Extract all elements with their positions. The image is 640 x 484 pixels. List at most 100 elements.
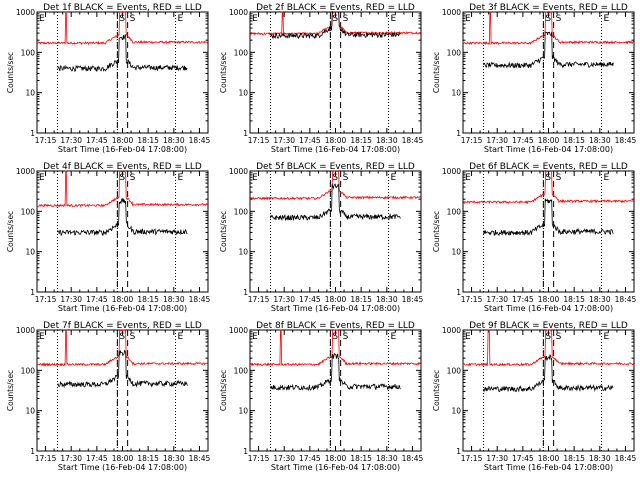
events-series-line [270,11,401,40]
x-tick-label: 17:45 [86,136,108,145]
y-tick-label: 10 [238,89,248,98]
x-tick-label: 18:30 [589,454,611,463]
interval-marker-label: E [252,173,258,183]
y-tick-label: 1000 [16,8,35,17]
x-tick-label: 18:30 [163,295,185,304]
x-tick-label: 18:45 [189,136,211,145]
plot-frame [462,329,635,452]
x-tick-label: 18:15 [350,295,372,304]
lld-series-line [249,329,421,367]
panel-title: Det 9f BLACK = Events, RED = LLD [469,321,628,331]
y-tick-label: 1 [456,447,461,456]
x-tick-label: 18:45 [615,136,637,145]
y-tick-label: 1 [243,129,248,138]
x-tick-label: 18:45 [402,454,424,463]
x-tick-label: 18:00 [325,295,347,304]
events-series-line [483,30,614,69]
y-tick-label: 100 [447,207,462,216]
y-tick-label: 100 [447,366,462,375]
y-tick-label: 10 [238,248,248,257]
y-axis-label: Counts/sec [219,52,228,93]
plot-frame [249,170,422,293]
x-tick-label: 17:30 [486,454,508,463]
y-axis-label: Counts/sec [432,211,441,252]
lld-series-line [462,328,634,367]
interval-marker-label: S [332,173,338,183]
y-tick-label: 1000 [229,167,248,176]
x-tick-label: 17:45 [299,295,321,304]
interval-marker-label: E [391,332,397,342]
x-tick-label: 18:00 [325,454,347,463]
interval-marker-label: S [343,173,349,183]
x-tick-label: 18:15 [350,136,372,145]
y-tick-label: 1000 [16,167,35,176]
y-tick-label: 1000 [442,8,461,17]
x-tick-label: 17:45 [299,454,321,463]
y-tick-label: 100 [21,366,36,375]
events-series-line [57,33,188,72]
x-axis-label: Start Time (16-Feb-04 17:08:00) [271,304,400,313]
x-tick-label: 17:45 [299,136,321,145]
x-tick-label: 17:15 [35,295,57,304]
panel-2: Det 2f BLACK = Events, RED = LLD 1 10 100 10… [219,3,423,154]
x-tick-label: 17:30 [486,136,508,145]
plot-frame [249,11,422,134]
events-series-line [57,349,188,389]
panel-title: Det 8f BLACK = Events, RED = LLD [256,321,415,331]
x-axis-label: Start Time (16-Feb-04 17:08:00) [271,145,400,154]
interval-marker-label: S [556,14,562,24]
interval-marker-label: S [343,332,349,342]
y-tick-label: 1000 [16,326,35,335]
interval-marker-label: E [39,173,45,183]
lld-series-line [462,169,634,205]
y-tick-label: 1 [456,288,461,297]
panel-7: Det 7f BLACK = Events, RED = LLD 1 10 100 10… [6,321,210,472]
y-tick-label: 100 [234,48,249,57]
x-axis-label: Start Time (16-Feb-04 17:08:00) [58,463,187,472]
x-tick-label: 17:15 [461,136,483,145]
x-tick-label: 17:15 [35,136,57,145]
x-tick-label: 18:30 [376,295,398,304]
x-tick-label: 18:30 [589,136,611,145]
x-tick-label: 17:30 [273,295,295,304]
x-tick-label: 18:15 [137,136,159,145]
x-axis-label: Start Time (16-Feb-04 17:08:00) [271,463,400,472]
y-tick-label: 1 [30,129,35,138]
panel-title: Det 5f BLACK = Events, RED = LLD [256,162,415,172]
x-tick-label: 17:30 [273,136,295,145]
events-series-line [270,183,401,221]
interval-marker-label: E [252,332,258,342]
interval-marker-label: E [391,14,397,24]
y-tick-label: 100 [234,207,249,216]
x-tick-label: 18:00 [538,136,560,145]
lld-series-line [462,11,634,46]
lld-series-line [36,11,208,46]
x-tick-label: 18:30 [589,295,611,304]
x-tick-label: 18:45 [615,454,637,463]
y-tick-label: 1 [243,447,248,456]
x-axis-label: Start Time (16-Feb-04 17:08:00) [484,463,613,472]
x-tick-label: 18:45 [189,454,211,463]
interval-marker-label: E [604,332,610,342]
x-tick-label: 18:30 [376,136,398,145]
x-tick-label: 17:30 [60,136,82,145]
x-tick-label: 18:30 [163,454,185,463]
panel-title: Det 7f BLACK = Events, RED = LLD [43,321,202,331]
x-tick-label: 18:00 [112,454,134,463]
x-tick-label: 17:45 [512,454,534,463]
y-tick-label: 1 [456,129,461,138]
interval-marker-label: S [343,14,349,24]
x-tick-label: 17:30 [60,295,82,304]
interval-marker-label: S [545,173,551,183]
panel-8: Det 8f BLACK = Events, RED = LLD 1 10 100 10… [219,321,423,472]
x-tick-label: 18:00 [112,295,134,304]
x-tick-label: 17:15 [461,454,483,463]
y-tick-label: 100 [447,48,462,57]
panel-title: Det 4f BLACK = Events, RED = LLD [43,162,202,172]
y-axis-label: Counts/sec [6,211,15,252]
x-axis-label: Start Time (16-Feb-04 17:08:00) [58,145,187,154]
x-tick-label: 17:15 [248,454,270,463]
y-tick-label: 1 [30,447,35,456]
x-tick-label: 18:00 [325,136,347,145]
